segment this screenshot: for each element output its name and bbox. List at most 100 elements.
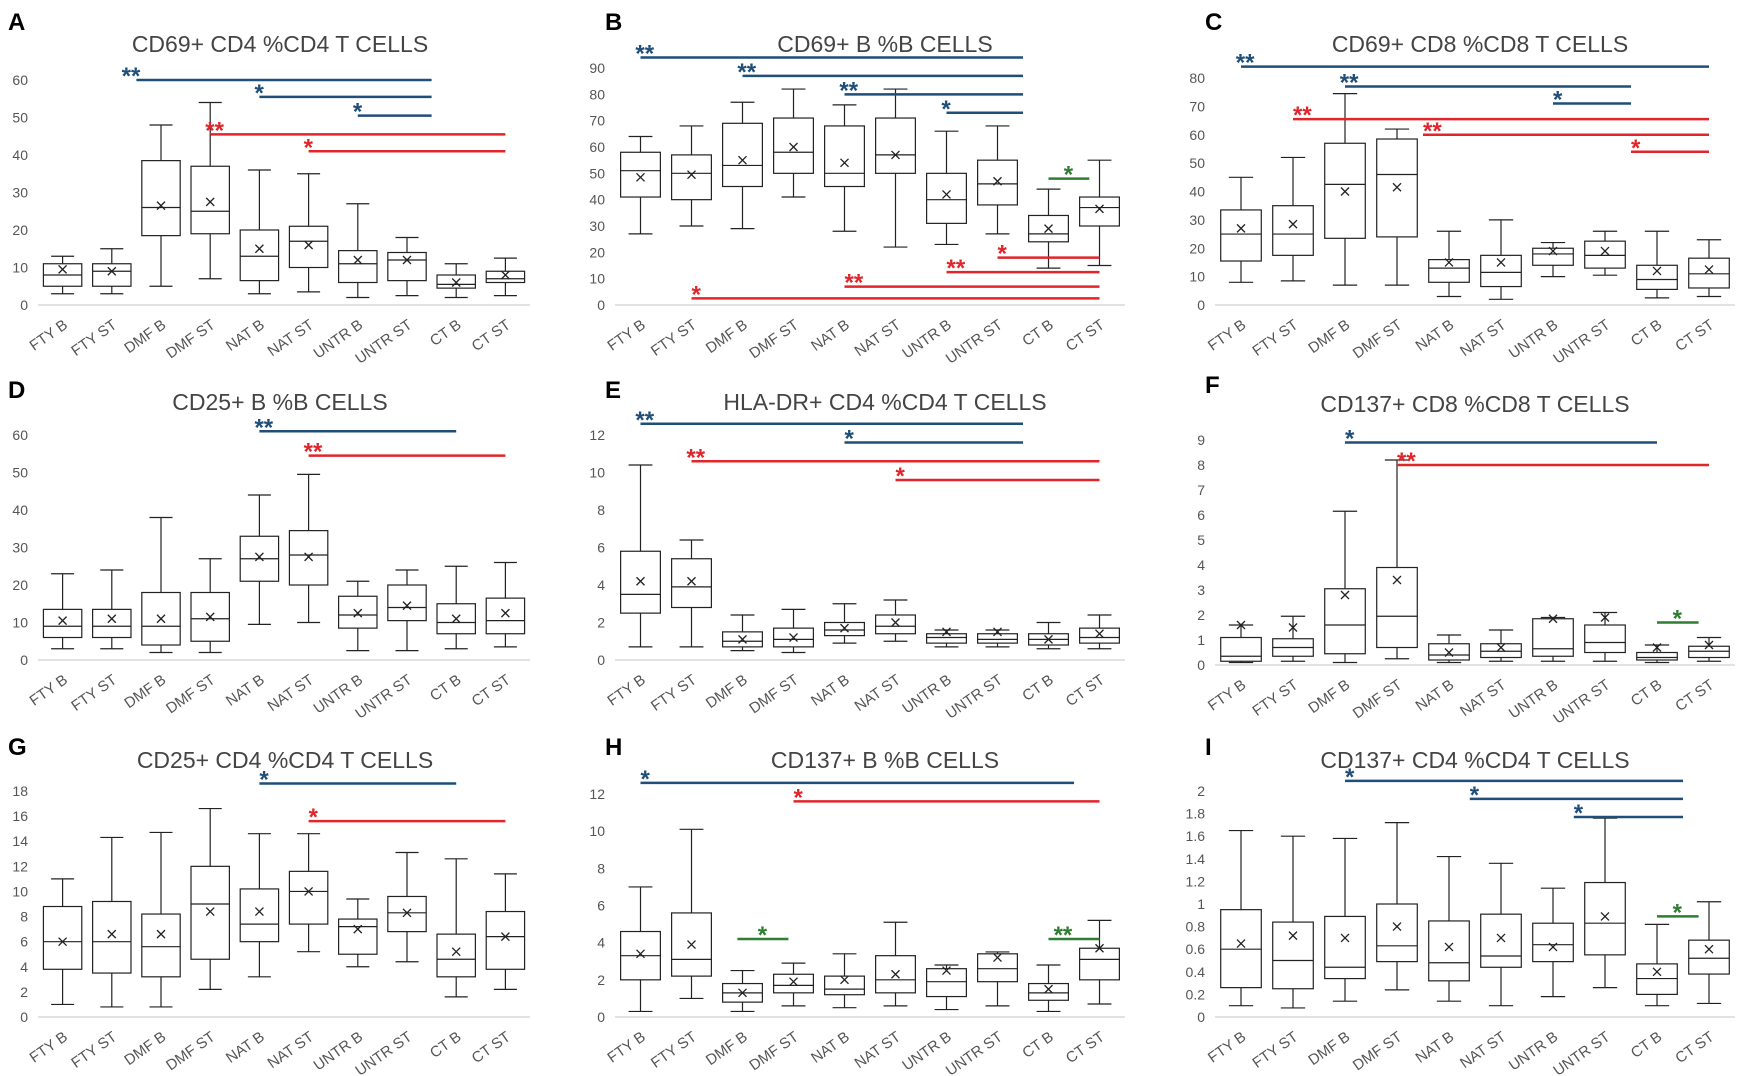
significance-blue: * bbox=[844, 426, 1023, 453]
box-iqr bbox=[239, 888, 280, 943]
mean-marker bbox=[1340, 187, 1350, 196]
y-tick-label: 1 bbox=[1197, 896, 1205, 912]
mean-marker bbox=[840, 975, 849, 985]
box-iqr bbox=[875, 117, 916, 174]
significance-blue: * bbox=[1345, 764, 1683, 791]
y-tick-label: 40 bbox=[12, 502, 28, 518]
significance-label: * bbox=[845, 426, 855, 453]
box-fty-st bbox=[671, 125, 712, 227]
box-iqr bbox=[926, 633, 967, 644]
significance-red: * bbox=[1631, 135, 1709, 162]
x-tick-label: CT ST bbox=[1063, 671, 1108, 710]
box-untr-st bbox=[387, 236, 427, 297]
box-nat-st bbox=[875, 599, 916, 642]
significance-blue: ** bbox=[737, 59, 1023, 86]
y-tick-label: 3 bbox=[1197, 582, 1205, 598]
x-tick-label: DMF B bbox=[703, 316, 751, 357]
mean-marker bbox=[451, 947, 461, 957]
x-tick-label: DMF ST bbox=[163, 316, 218, 362]
x-tick-label: NAT B bbox=[223, 316, 268, 354]
x-tick-label: CT B bbox=[1019, 316, 1057, 349]
box-iqr bbox=[1079, 627, 1120, 644]
y-tick-label: 1.2 bbox=[1186, 873, 1206, 889]
x-tick-label: NAT B bbox=[808, 1028, 853, 1066]
significance-label: ** bbox=[1293, 102, 1312, 129]
mean-marker bbox=[58, 264, 68, 274]
y-tick-label: 4 bbox=[597, 577, 605, 593]
significance-red: * bbox=[895, 463, 1100, 490]
significance-blue: * bbox=[353, 99, 432, 126]
mean-marker bbox=[1444, 648, 1454, 657]
box-nat-st bbox=[875, 88, 916, 248]
significance-label: ** bbox=[635, 40, 654, 67]
x-tick-label: FTY B bbox=[1205, 316, 1249, 354]
y-tick-label: 60 bbox=[1189, 127, 1205, 143]
mean-marker bbox=[1340, 933, 1350, 943]
box-dmf-b bbox=[141, 124, 181, 287]
mean-marker bbox=[304, 886, 314, 896]
mean-marker bbox=[789, 977, 798, 987]
box-iqr bbox=[620, 550, 661, 614]
box-iqr bbox=[1480, 913, 1522, 968]
box-iqr bbox=[824, 125, 865, 188]
x-tick-label: NAT B bbox=[1412, 316, 1457, 354]
chart-title: CD69+ CD8 %CD8 T CELLS bbox=[1332, 31, 1628, 57]
y-tick-label: 0.6 bbox=[1186, 941, 1206, 957]
box-dmf-b bbox=[141, 831, 181, 1008]
significance-blue: ** bbox=[839, 77, 1023, 104]
x-tick-label: NAT B bbox=[1412, 1028, 1457, 1066]
box-nat-st bbox=[288, 833, 329, 953]
box-iqr bbox=[92, 900, 132, 974]
x-tick-label: CT B bbox=[427, 671, 465, 704]
mean-marker bbox=[738, 155, 747, 165]
box-fty-st bbox=[92, 836, 132, 1008]
y-tick-label: 30 bbox=[12, 540, 28, 556]
box-fty-b bbox=[42, 255, 83, 295]
y-tick-label: 90 bbox=[589, 60, 605, 76]
significance-red: ** bbox=[304, 439, 506, 466]
mean-marker bbox=[156, 614, 166, 624]
mean-marker bbox=[1044, 224, 1053, 234]
box-iqr bbox=[1028, 982, 1069, 1001]
significance-red: * bbox=[997, 241, 1100, 268]
box-dmf-b bbox=[1324, 510, 1366, 664]
box-iqr bbox=[977, 953, 1018, 983]
box-nat-st bbox=[288, 173, 329, 293]
x-tick-label: DMF ST bbox=[1350, 676, 1405, 722]
mean-marker bbox=[500, 270, 510, 280]
box-dmf-st bbox=[1376, 822, 1418, 991]
box-iqr bbox=[288, 225, 329, 269]
significance-label: ** bbox=[1236, 50, 1255, 77]
mean-marker bbox=[1704, 640, 1714, 650]
x-tick-label: DMF ST bbox=[163, 1028, 218, 1074]
x-tick-label: FTY B bbox=[27, 1028, 71, 1066]
panel-a: A CD69+ CD4 %CD4 T CELLS 0 10 20 30 40 50 60 FTY … bbox=[8, 9, 530, 368]
significance-label: ** bbox=[839, 77, 858, 104]
box-iqr bbox=[1688, 645, 1730, 659]
mean-marker bbox=[1444, 942, 1454, 952]
x-tick-label: CT ST bbox=[469, 316, 514, 355]
box-ct-st bbox=[485, 561, 526, 648]
y-tick-label: 50 bbox=[12, 465, 28, 481]
box-fty-st bbox=[1272, 156, 1314, 282]
significance-label: * bbox=[1673, 899, 1683, 926]
mean-marker bbox=[58, 616, 68, 626]
x-tick-label: NAT B bbox=[808, 316, 853, 354]
y-tick-label: 80 bbox=[589, 86, 605, 102]
y-tick-label: 6 bbox=[597, 540, 605, 556]
box-ct-b bbox=[1028, 188, 1069, 269]
y-tick-label: 7 bbox=[1197, 482, 1205, 498]
box-iqr bbox=[338, 918, 378, 955]
box-fty-st bbox=[92, 248, 132, 295]
x-tick-label: DMF ST bbox=[1350, 1028, 1405, 1074]
x-tick-label: CT B bbox=[1628, 316, 1666, 349]
x-tick-label: FTY ST bbox=[68, 671, 120, 714]
box-fty-b bbox=[1220, 620, 1262, 664]
x-tick-label: CT B bbox=[1628, 1028, 1666, 1061]
box-fty-st bbox=[671, 539, 712, 648]
box-ct-st bbox=[1079, 614, 1120, 650]
box-untr-b bbox=[926, 964, 967, 1011]
x-tick-label: DMF ST bbox=[746, 671, 801, 717]
mean-marker bbox=[500, 608, 510, 618]
y-tick-label: 0 bbox=[1197, 1009, 1205, 1025]
